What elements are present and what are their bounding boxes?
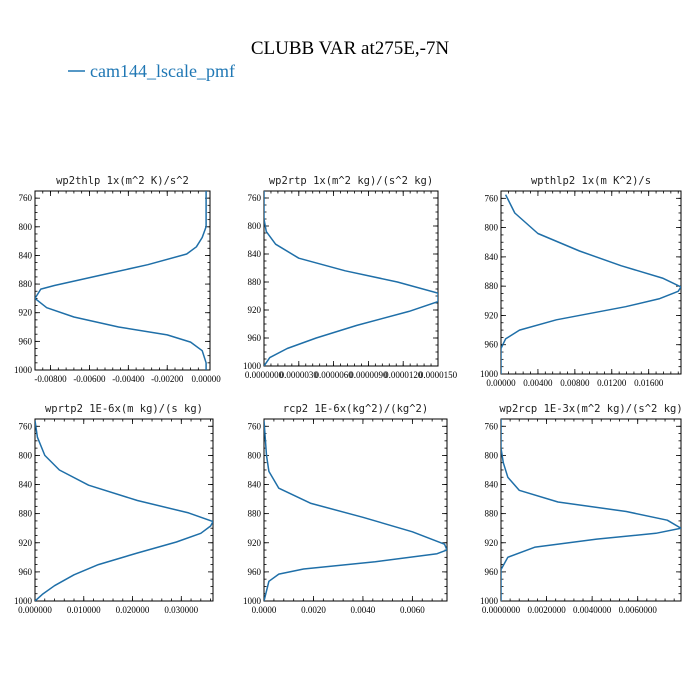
y-tick-label: 800: [248, 221, 262, 231]
series-line-cam144-lscale-pmf: [264, 420, 447, 601]
y-tick-label: 1000: [480, 596, 499, 606]
panel-title: wp2rtp 1x(m^2 kg)/(s^2 kg): [269, 175, 433, 187]
x-tick-label: 0.0020000: [527, 605, 566, 615]
x-tick-label: -0.00200: [151, 374, 184, 384]
chart-panel-2: wp2rtp 1x(m^2 kg)/(s^2 kg) 760 800 840 880 92…: [243, 175, 458, 380]
y-tick-label: 840: [248, 480, 262, 490]
series-line-cam144-lscale-pmf: [35, 191, 207, 370]
series-line-cam144-lscale-pmf: [264, 191, 438, 366]
x-tick-label: 0.01200: [597, 378, 627, 388]
y-tick-label: 920: [19, 538, 33, 548]
y-tick-label: 880: [485, 509, 499, 519]
y-tick-label: 960: [248, 567, 262, 577]
x-tick-label: 0.0020: [301, 605, 326, 615]
y-tick-label: 840: [19, 250, 33, 260]
y-tick-label: 800: [485, 223, 499, 233]
y-tick-label: 760: [19, 193, 33, 203]
x-tick-label: 0.000000: [18, 605, 52, 615]
plot-frame: [263, 418, 448, 602]
y-tick-label: 880: [19, 279, 33, 289]
x-tick-label: -0.00600: [73, 374, 106, 384]
plot-frame: [34, 418, 214, 602]
y-tick-label: 840: [19, 480, 33, 490]
y-tick-label: 1000: [243, 361, 262, 371]
x-tick-label: 0.0000060: [314, 370, 353, 380]
x-tick-label: 0.01600: [634, 378, 664, 388]
chart-panel-4: wprtp2 1E-6x(m kg)/(s kg) 760 800 840 880 920…: [14, 403, 214, 615]
series-line-cam144-lscale-pmf: [501, 419, 681, 601]
y-tick-label: 760: [485, 421, 499, 431]
plot-frame: [34, 190, 211, 371]
panel-title: wprtp2 1E-6x(m kg)/(s kg): [45, 403, 203, 415]
x-tick-label: 0.0040000: [573, 605, 612, 615]
x-tick-label: 0.0000120: [384, 370, 423, 380]
y-tick-label: 920: [19, 308, 33, 318]
y-tick-label: 800: [485, 450, 499, 460]
y-tick-label: 840: [248, 249, 262, 259]
x-tick-label: 0.0000150: [419, 370, 458, 380]
plot-frame: [500, 418, 682, 602]
y-tick-label: 1000: [14, 596, 33, 606]
x-tick-label: -0.00400: [112, 374, 145, 384]
x-tick-label: 0.00000: [191, 374, 221, 384]
y-tick-label: 920: [248, 305, 262, 315]
x-tick-label: 0.030000: [164, 605, 198, 615]
legend-label: cam144_lscale_pmf: [90, 61, 235, 81]
y-tick-label: 960: [485, 340, 499, 350]
y-tick-label: 800: [248, 450, 262, 460]
y-tick-label: 760: [248, 193, 262, 203]
y-tick-label: 920: [485, 538, 499, 548]
panel-title: wp2rcp 1E-3x(m^2 kg)/(s^2 kg): [499, 403, 682, 415]
y-tick-label: 1000: [480, 369, 499, 379]
x-tick-label: 0.00000: [486, 378, 516, 388]
series-line-cam144-lscale-pmf: [35, 420, 213, 601]
figure-title: CLUBB VAR at275E,-7N: [251, 38, 450, 59]
chart-panel-3: wpthlp2 1x(m K^2)/s 760 800 840 880 920 960 100…: [480, 175, 682, 388]
y-tick-label: 960: [248, 333, 262, 343]
x-tick-label: 0.0040: [351, 605, 376, 615]
panel-title: wpthlp2 1x(m K^2)/s: [531, 175, 651, 187]
y-tick-label: 960: [19, 336, 33, 346]
plot-frame: [500, 190, 682, 375]
y-tick-label: 920: [248, 538, 262, 548]
y-tick-label: 1000: [243, 596, 262, 606]
y-tick-label: 800: [19, 222, 33, 232]
y-tick-label: 840: [485, 252, 499, 262]
y-tick-label: 880: [248, 509, 262, 519]
y-tick-label: 760: [19, 421, 33, 431]
x-tick-label: 0.0000030: [280, 370, 319, 380]
chart-panel-5: rcp2 1E-6x(kg^2)/(kg^2) 760 800 840 880 920 96…: [243, 403, 448, 615]
y-tick-label: 760: [248, 421, 262, 431]
y-tick-label: 880: [485, 281, 499, 291]
x-tick-label: 0.00800: [560, 378, 590, 388]
chart-panel-6: wp2rcp 1E-3x(m^2 kg)/(s^2 kg)760 800 840 88…: [480, 403, 683, 615]
panel-grid: wp2thlp 1x(m^2 K)/s^2 760 800 840 880 920 960 1…: [14, 175, 683, 615]
x-tick-label: 0.0000090: [349, 370, 388, 380]
x-tick-label: -0.00800: [34, 374, 67, 384]
chart-panel-1: wp2thlp 1x(m^2 K)/s^2 760 800 840 880 920 960 1…: [14, 175, 221, 384]
y-tick-label: 800: [19, 450, 33, 460]
y-tick-label: 920: [485, 310, 499, 320]
panel-title: wp2thlp 1x(m^2 K)/s^2: [56, 175, 189, 187]
x-tick-label: 0.0060000: [619, 605, 658, 615]
x-tick-label: 0.0000000: [245, 370, 284, 380]
x-tick-label: 0.0000: [252, 605, 277, 615]
y-tick-label: 960: [485, 567, 499, 577]
panel-title: rcp2 1E-6x(kg^2)/(kg^2): [283, 403, 428, 415]
x-tick-label: 0.0060: [400, 605, 425, 615]
series-line-cam144-lscale-pmf: [501, 194, 681, 374]
x-tick-label: 0.010000: [67, 605, 101, 615]
y-tick-label: 960: [19, 567, 33, 577]
x-tick-label: 0.020000: [116, 605, 150, 615]
y-tick-label: 840: [485, 480, 499, 490]
y-tick-label: 880: [19, 509, 33, 519]
plot-frame: [263, 190, 439, 367]
y-tick-label: 1000: [14, 365, 33, 375]
x-tick-label: 0.0000000: [482, 605, 521, 615]
y-tick-label: 880: [248, 277, 262, 287]
y-tick-label: 760: [485, 193, 499, 203]
x-tick-label: 0.00400: [523, 378, 553, 388]
